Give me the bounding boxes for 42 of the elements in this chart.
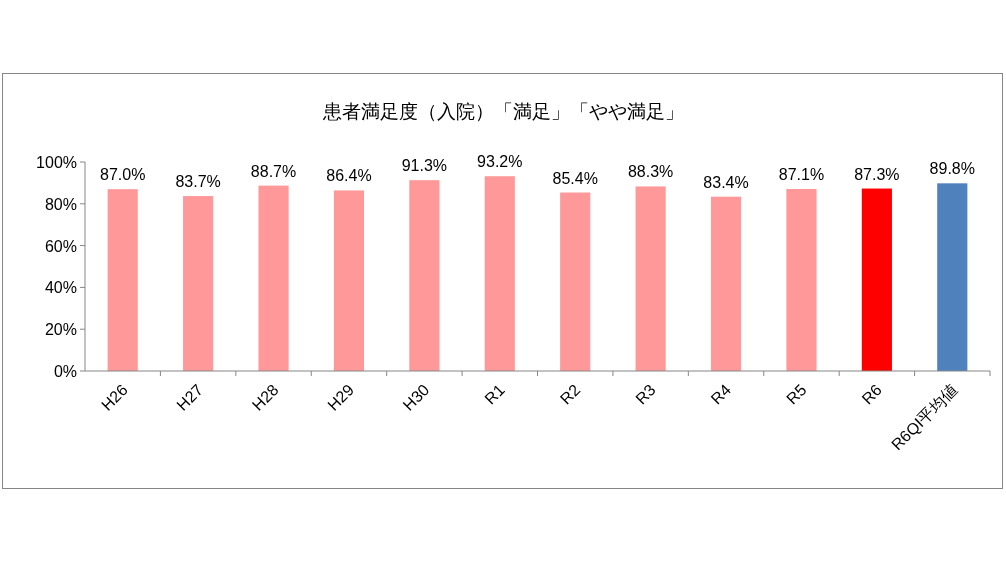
bar bbox=[333, 190, 365, 371]
bar bbox=[710, 196, 742, 371]
data-label: 91.3% bbox=[401, 157, 448, 175]
y-tick-label: 80% bbox=[44, 195, 77, 213]
bar bbox=[183, 196, 214, 371]
x-tick-label: R5 bbox=[783, 381, 810, 408]
y-tick-label: 60% bbox=[44, 237, 77, 255]
x-tick-label: H28 bbox=[248, 381, 282, 414]
y-tick-label: 100% bbox=[36, 154, 77, 171]
bar bbox=[107, 189, 138, 371]
bar bbox=[484, 176, 515, 371]
data-label: 87.3% bbox=[854, 165, 900, 183]
data-label: 83.7% bbox=[175, 173, 221, 191]
data-label: 88.7% bbox=[250, 162, 297, 180]
x-tick-label: R2 bbox=[556, 381, 584, 408]
x-tick-label: R6 bbox=[858, 381, 886, 408]
data-label: 85.4% bbox=[552, 169, 598, 187]
x-tick-label: R1 bbox=[481, 381, 508, 408]
data-label: 87.0% bbox=[100, 166, 146, 184]
bar bbox=[861, 188, 892, 371]
x-tick-label: H27 bbox=[173, 381, 207, 414]
y-tick-label: 20% bbox=[44, 321, 77, 339]
bar bbox=[786, 188, 817, 371]
bar bbox=[409, 180, 440, 371]
data-label: 86.4% bbox=[326, 167, 372, 185]
data-label: 83.4% bbox=[703, 173, 749, 191]
data-label: 88.3% bbox=[627, 163, 674, 181]
chart-title: 患者満足度（入院）「満足」「やや満足」 bbox=[321, 101, 684, 122]
data-label: 87.1% bbox=[778, 165, 825, 183]
data-label: 93.2% bbox=[477, 153, 523, 171]
x-tick-label: H29 bbox=[324, 381, 358, 414]
x-tick-label: H26 bbox=[98, 381, 131, 414]
bar bbox=[258, 185, 289, 371]
bar bbox=[560, 192, 591, 371]
y-tick-label: 40% bbox=[44, 279, 77, 297]
y-tick-label: 0% bbox=[53, 363, 77, 380]
x-tick-label: R4 bbox=[707, 381, 735, 408]
x-tick-label: R3 bbox=[632, 381, 659, 408]
data-label: 89.8% bbox=[929, 160, 975, 178]
x-tick-label: H30 bbox=[399, 381, 433, 414]
bar bbox=[635, 186, 666, 371]
bar bbox=[937, 183, 968, 371]
